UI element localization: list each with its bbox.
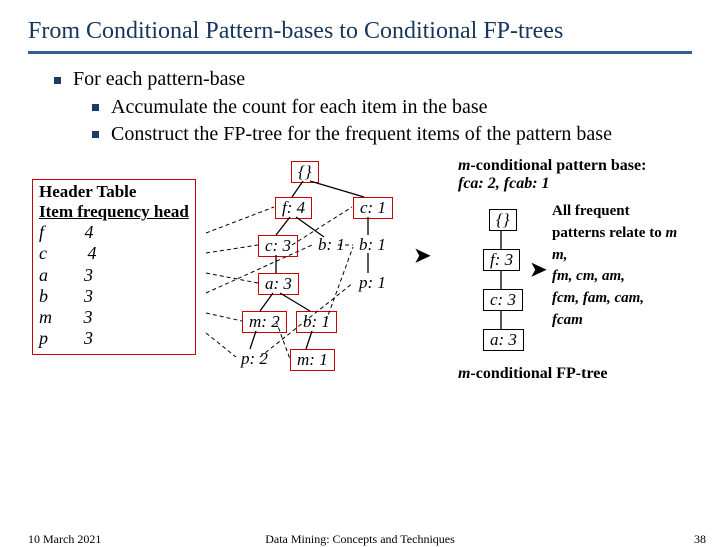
node-m2: m: 2	[242, 311, 287, 333]
node-p2: p: 2	[235, 349, 274, 369]
header-table: Header Table Item frequency head f 4 c 4…	[32, 179, 196, 355]
diagram-area: Header Table Item frequency head f 4 c 4…	[28, 157, 692, 417]
node-b1a: b: 1	[312, 235, 351, 255]
title-rule	[28, 51, 692, 54]
node-c1: c: 1	[353, 197, 393, 219]
bullet-block: For each pattern-base Accumulate the cou…	[28, 68, 692, 147]
tree-root: {}	[291, 161, 319, 183]
frequent-patterns-list: All frequent patterns relate to m m, fm,…	[552, 201, 677, 332]
m-conditional-tree: {} f: 3 c: 3 a: 3	[471, 209, 535, 357]
pattern-base-label: m-conditional pattern base: fca: 2, fcab…	[458, 157, 646, 193]
bullet-l1: For each pattern-base	[73, 68, 692, 91]
node-c3: c: 3	[258, 235, 298, 257]
node-p1: p: 1	[353, 273, 392, 293]
node-b1c: b: 1	[296, 311, 337, 333]
node-b1b: b: 1	[353, 235, 392, 255]
node-f4: f: 4	[275, 197, 312, 219]
bullet-l2b: Construct the FP-tree for the frequent i…	[111, 122, 692, 147]
node-a3: a: 3	[258, 273, 299, 295]
arrow-right-1: ➤	[414, 243, 431, 268]
m-conditional-label: m-conditional FP-tree	[458, 365, 607, 383]
node-m1: m: 1	[290, 349, 335, 371]
slide-title: From Conditional Pattern-bases to Condit…	[28, 18, 692, 45]
bullet-l2a: Accumulate the count for each item in th…	[111, 95, 692, 120]
